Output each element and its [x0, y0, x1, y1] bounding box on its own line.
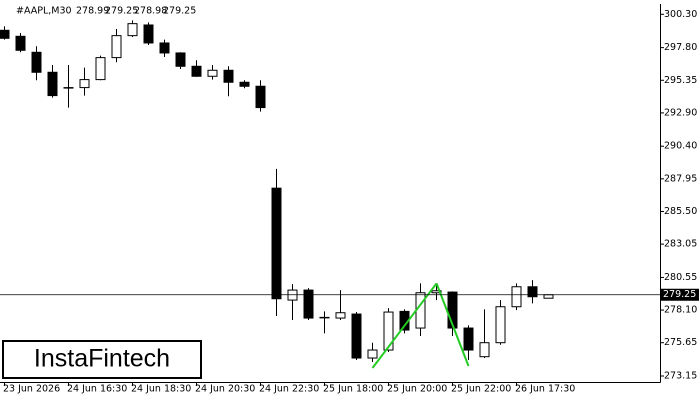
candle-body	[447, 291, 458, 329]
candle-body	[47, 71, 58, 97]
logo: InstaFintech	[34, 345, 170, 373]
x-tick-label: 24 Jun 22:30	[259, 384, 319, 395]
candle-body	[63, 87, 74, 89]
header-value: 278.98	[134, 6, 167, 17]
candle-body	[303, 289, 314, 319]
chart-title: #AAPL,M30	[16, 6, 72, 17]
candle-body	[207, 69, 218, 77]
candle-body	[95, 57, 106, 81]
header-value: 279.25	[105, 6, 138, 17]
candle-body	[319, 316, 330, 319]
candle-body	[255, 85, 266, 109]
x-tick-label: 24 Jun 20:30	[195, 384, 255, 395]
x-tick-label: 24 Jun 16:30	[67, 384, 127, 395]
candle-body	[223, 69, 234, 83]
x-tick-label: 23 Jun 2026	[3, 384, 60, 395]
candle-body	[127, 23, 138, 37]
candle-body	[383, 311, 394, 351]
x-tick-label: 25 Jun 18:00	[323, 384, 383, 395]
candle-body	[351, 313, 362, 359]
candle-body	[0, 29, 10, 39]
y-tick-label: 300.30	[664, 9, 697, 20]
current-price-label: 279.25	[663, 289, 696, 300]
header-value: 278.99	[76, 6, 109, 17]
candle-body	[159, 42, 170, 54]
candle-body	[335, 312, 346, 319]
candle-body	[495, 306, 506, 344]
candle-body	[271, 187, 282, 300]
y-tick-label: 287.95	[664, 173, 697, 184]
candle-body	[239, 81, 250, 87]
y-tick-label: 292.90	[664, 107, 697, 118]
y-tick-label: 275.65	[664, 337, 697, 348]
candle-body	[175, 52, 186, 67]
candle-body	[463, 327, 474, 351]
x-tick-label: 25 Jun 20:00	[387, 384, 447, 395]
y-tick-label: 273.15	[664, 371, 697, 382]
candle-body	[79, 79, 90, 89]
candle-body	[191, 65, 202, 77]
candle-body	[479, 342, 490, 358]
candle-body	[543, 294, 554, 299]
pattern-line	[435, 283, 470, 367]
candle-body	[367, 349, 378, 359]
candle-body	[15, 35, 26, 51]
candle-body	[511, 286, 522, 308]
logo-box	[2, 340, 202, 379]
x-tick-label: 25 Jun 22:00	[451, 384, 511, 395]
y-tick-label: 280.55	[664, 272, 697, 283]
y-tick-label: 297.80	[664, 42, 697, 53]
header-value: 279.25	[163, 6, 196, 17]
y-tick-label: 278.10	[664, 305, 697, 316]
y-tick-label: 295.35	[664, 75, 697, 86]
candle-body	[431, 290, 442, 294]
candle-body	[143, 24, 154, 44]
candle-body	[527, 286, 538, 298]
candle-body	[31, 51, 42, 73]
current-price-box	[661, 288, 699, 301]
pattern-line	[371, 282, 438, 369]
x-tick-label: 24 Jun 18:30	[131, 384, 191, 395]
candle-body	[111, 35, 122, 59]
y-tick-label: 285.50	[664, 206, 697, 217]
x-tick-label: 26 Jun 17:30	[515, 384, 575, 395]
y-tick-label: 290.40	[664, 141, 697, 152]
candle-body	[415, 292, 426, 329]
y-tick-label: 283.05	[664, 239, 697, 250]
